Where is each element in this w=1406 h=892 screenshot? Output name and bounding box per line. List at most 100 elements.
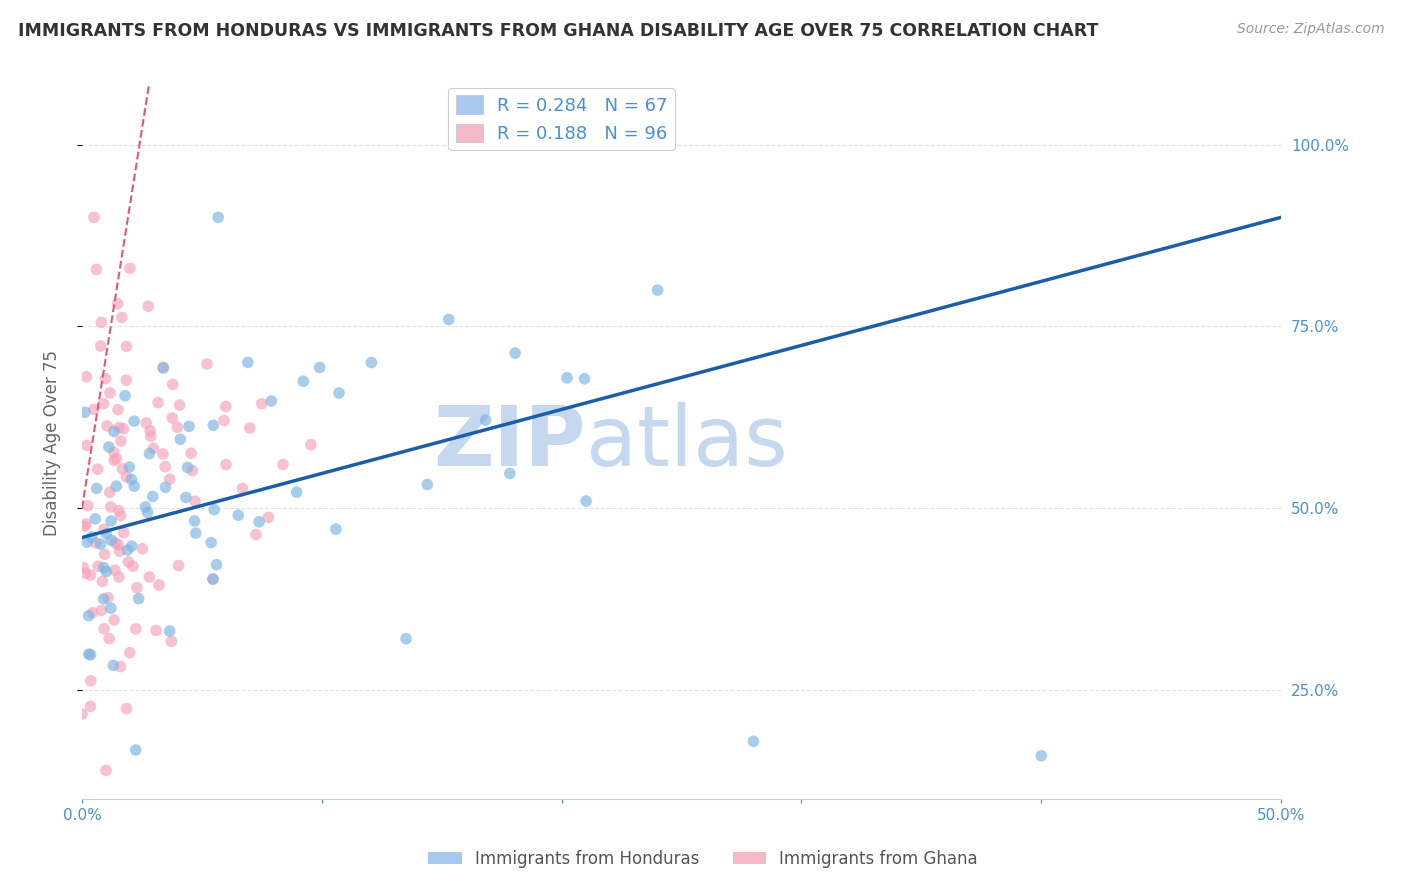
Point — [742, 734, 765, 748]
Point — [555, 371, 578, 385]
Point — [103, 658, 125, 673]
Point — [148, 578, 170, 592]
Point — [112, 422, 135, 436]
Point — [112, 525, 135, 540]
Point — [202, 418, 225, 433]
Point — [117, 555, 139, 569]
Point — [160, 634, 183, 648]
Point — [184, 526, 207, 541]
Point — [142, 490, 165, 504]
Point — [118, 261, 141, 276]
Point — [125, 743, 148, 757]
Point — [325, 522, 347, 536]
Point — [118, 460, 141, 475]
Point — [72, 560, 94, 574]
Point — [201, 572, 224, 586]
Point — [236, 355, 259, 369]
Point — [111, 462, 134, 476]
Point — [122, 479, 145, 493]
Point — [77, 647, 100, 661]
Text: atlas: atlas — [585, 402, 787, 483]
Point — [110, 659, 132, 673]
Point — [76, 499, 98, 513]
Point — [100, 533, 122, 548]
Point — [180, 446, 202, 460]
Point — [202, 572, 225, 586]
Point — [292, 374, 315, 388]
Point — [152, 361, 174, 376]
Point — [169, 432, 191, 446]
Point — [100, 500, 122, 515]
Point — [90, 339, 112, 353]
Point — [94, 764, 117, 778]
Point — [169, 398, 191, 412]
Point — [104, 563, 127, 577]
Point — [82, 606, 104, 620]
Point — [114, 389, 136, 403]
Point — [260, 394, 283, 409]
Point — [328, 386, 350, 401]
Point — [103, 425, 125, 439]
Point — [215, 458, 238, 472]
Point — [183, 514, 205, 528]
Point — [153, 459, 176, 474]
Point — [90, 603, 112, 617]
Point — [107, 296, 129, 310]
Point — [100, 514, 122, 528]
Legend: R = 0.284   N = 67, R = 0.188   N = 96: R = 0.284 N = 67, R = 0.188 N = 96 — [449, 88, 675, 151]
Point — [139, 424, 162, 438]
Point — [138, 447, 160, 461]
Point — [83, 402, 105, 417]
Point — [250, 397, 273, 411]
Point — [152, 447, 174, 461]
Point — [212, 413, 235, 427]
Point — [122, 414, 145, 428]
Point — [93, 560, 115, 574]
Point — [239, 421, 262, 435]
Point — [195, 357, 218, 371]
Point — [75, 566, 97, 581]
Point — [245, 527, 267, 541]
Point — [110, 434, 132, 448]
Point — [104, 535, 127, 549]
Point — [83, 211, 105, 225]
Point — [100, 601, 122, 615]
Point — [166, 420, 188, 434]
Point — [80, 673, 103, 688]
Point — [107, 402, 129, 417]
Point — [437, 312, 460, 326]
Point — [103, 445, 125, 459]
Point — [131, 541, 153, 556]
Point — [86, 262, 108, 277]
Point — [79, 648, 101, 662]
Point — [73, 519, 96, 533]
Point — [76, 438, 98, 452]
Point — [575, 494, 598, 508]
Point — [200, 535, 222, 549]
Point — [395, 632, 418, 646]
Point — [96, 526, 118, 541]
Point — [136, 299, 159, 313]
Point — [647, 283, 669, 297]
Point — [80, 530, 103, 544]
Point — [135, 416, 157, 430]
Point — [499, 467, 522, 481]
Point — [86, 481, 108, 495]
Point — [115, 373, 138, 387]
Point — [1031, 748, 1053, 763]
Point — [159, 624, 181, 638]
Point — [108, 570, 131, 584]
Point — [93, 397, 115, 411]
Text: Source: ZipAtlas.com: Source: ZipAtlas.com — [1237, 22, 1385, 37]
Point — [84, 536, 107, 550]
Point — [75, 516, 97, 531]
Point — [231, 482, 253, 496]
Point — [108, 544, 131, 558]
Point — [91, 574, 114, 589]
Point — [181, 464, 204, 478]
Point — [138, 570, 160, 584]
Legend: Immigrants from Honduras, Immigrants from Ghana: Immigrants from Honduras, Immigrants fro… — [422, 844, 984, 875]
Point — [125, 622, 148, 636]
Point — [75, 369, 97, 384]
Point — [118, 646, 141, 660]
